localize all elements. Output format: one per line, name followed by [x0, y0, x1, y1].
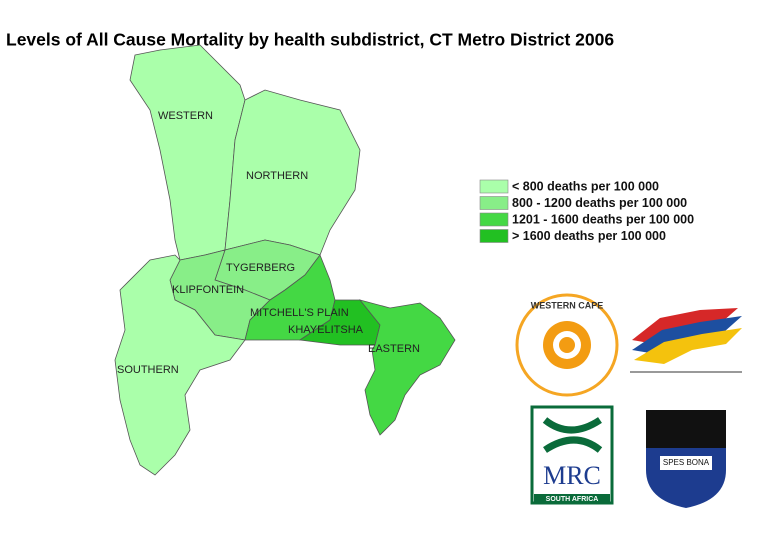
legend-swatch [479, 229, 509, 243]
uct-logo-scroll [660, 456, 712, 470]
legend-label: < 800 deaths per 100 000 [512, 179, 659, 193]
legend-label: 800 - 1200 deaths per 100 000 [512, 196, 687, 210]
wc-logo-sun-core [559, 337, 575, 353]
legend-swatch [479, 179, 509, 194]
logos: WESTERN CAPE MRC SOUTH AFRICA SPES BONA [515, 293, 742, 508]
uct-logo-chief [646, 410, 726, 448]
mrc-logo-subtext: SOUTH AFRICA [546, 496, 599, 503]
map: WESTERN NORTHERN TYGERBERG KLIPFONTEIN M… [114, 44, 456, 476]
ct-logo-stripe [634, 328, 742, 364]
region-label: EASTERN [368, 343, 420, 355]
region-label: NORTHERN [246, 170, 308, 182]
legend-label: > 1600 deaths per 100 000 [512, 229, 666, 243]
region-label: SOUTHERN [117, 364, 179, 376]
legend-swatch [479, 212, 509, 227]
map-title: Levels of All Cause Mortality by health … [6, 30, 614, 50]
wc-logo-text: WESTERN CAPE [531, 300, 604, 310]
region-label: TYGERBERG [226, 262, 295, 274]
region-label: KHAYELITSHA [288, 324, 364, 336]
region-southern [114, 254, 246, 476]
legend: < 800 deaths per 100 000 800 - 1200 death… [479, 179, 694, 243]
region-label: MITCHELL'S PLAIN [250, 307, 349, 319]
mrc-logo-mark [542, 417, 603, 453]
legend-swatch [479, 196, 509, 210]
region-label: WESTERN [158, 110, 213, 122]
mrc-logo-band [534, 494, 610, 503]
legend-label: 1201 - 1600 deaths per 100 000 [512, 212, 694, 226]
region-northern [224, 89, 361, 256]
region-label: KLIPFONTEIN [172, 284, 244, 296]
mrc-logo-text: MRC [543, 461, 601, 490]
uct-logo-text: SPES BONA [663, 458, 710, 467]
region-eastern [358, 299, 456, 436]
